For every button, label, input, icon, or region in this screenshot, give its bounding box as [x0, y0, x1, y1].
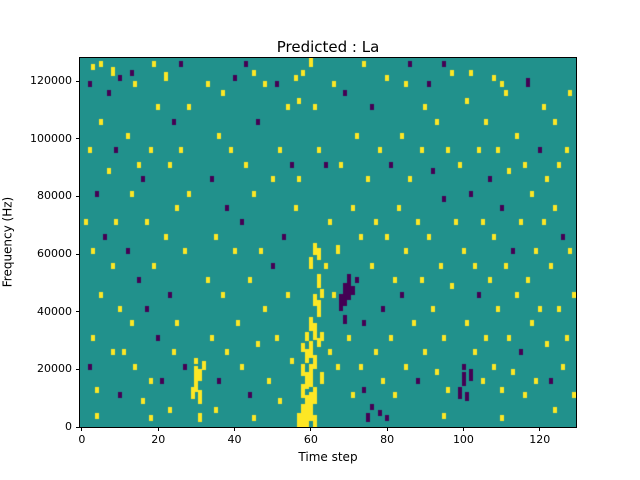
y-tick-label: 0 [65, 420, 72, 433]
x-tick-mark [234, 427, 236, 431]
y-tick-label: 20000 [37, 362, 72, 376]
x-tick-label: 20 [151, 433, 166, 446]
y-tick-label: 120000 [30, 74, 72, 88]
x-tick-mark [81, 427, 83, 431]
x-tick-label: 100 [452, 433, 474, 446]
x-tick-label: 120 [529, 433, 551, 446]
y-tick-mark [76, 253, 80, 255]
y-tick-label: 60000 [37, 247, 72, 261]
y-axis-label: Frequency (Hz) [0, 196, 15, 288]
y-tick-label: 40000 [37, 304, 72, 318]
x-tick-mark [539, 427, 541, 431]
x-tick-mark [462, 427, 464, 431]
y-tick-mark [76, 138, 80, 140]
y-tick-mark [76, 368, 80, 370]
plot-area [79, 57, 577, 428]
x-tick-label: 0 [78, 433, 86, 446]
heatmap-canvas [80, 58, 576, 427]
x-tick-mark [157, 427, 159, 431]
x-tick-label: 40 [227, 433, 242, 446]
y-tick-mark [76, 426, 80, 428]
x-tick-label: 80 [380, 433, 395, 446]
y-tick-mark [76, 80, 80, 82]
y-tick-label: 100000 [30, 131, 72, 145]
x-tick-label: 60 [303, 433, 318, 446]
y-tick-mark [76, 311, 80, 313]
y-tick-label: 80000 [37, 189, 72, 203]
y-tick-mark [76, 195, 80, 197]
chart-title: Predicted : La [276, 38, 380, 56]
x-axis-label: Time step [298, 450, 358, 464]
x-tick-mark [310, 427, 312, 431]
x-tick-mark [386, 427, 388, 431]
